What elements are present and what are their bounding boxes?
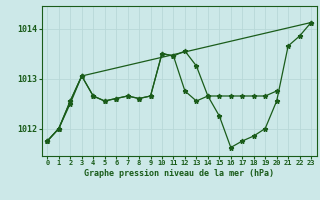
X-axis label: Graphe pression niveau de la mer (hPa): Graphe pression niveau de la mer (hPa) xyxy=(84,169,274,178)
